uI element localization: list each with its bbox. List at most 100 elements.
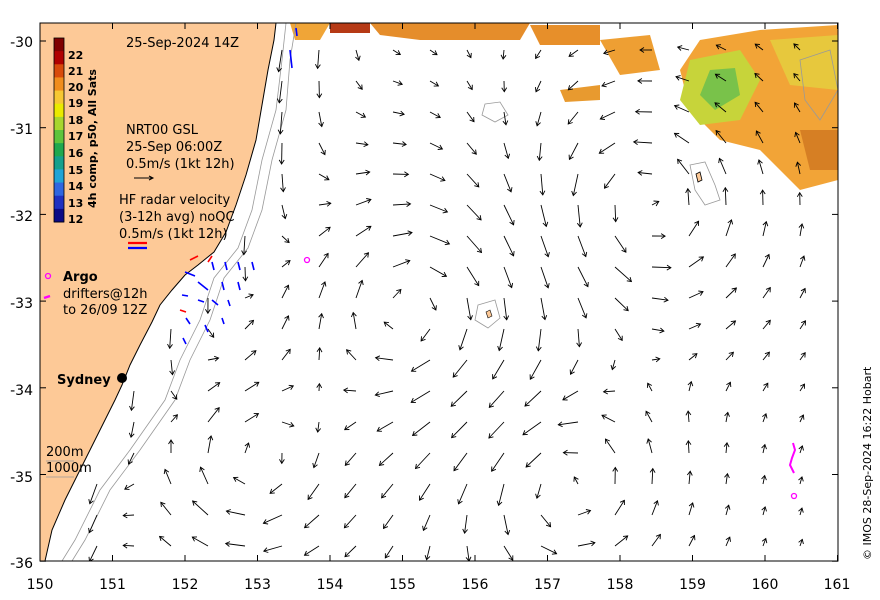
current-arrowhead	[167, 343, 173, 350]
current-arrow	[688, 381, 692, 392]
current-arrowhead	[663, 296, 669, 303]
argo-float-marker	[303, 256, 311, 264]
current-arrow	[318, 202, 331, 206]
current-arrow	[754, 43, 764, 51]
current-arrowhead	[598, 148, 605, 154]
current-arrow	[614, 297, 629, 312]
current-arrow	[577, 510, 591, 516]
current-arrow	[525, 452, 542, 468]
current-arrow	[762, 320, 771, 330]
current-arrow	[503, 173, 512, 193]
current-arrow	[278, 49, 283, 72]
current-arrow	[614, 328, 623, 341]
current-arrow	[603, 49, 616, 54]
current-arrow	[128, 452, 135, 465]
current-arrow	[601, 80, 616, 87]
current-arrowhead	[269, 488, 275, 494]
current-arrowhead	[401, 141, 407, 147]
current-arrow	[459, 328, 468, 350]
current-arrow	[799, 320, 806, 330]
current-arrowhead	[509, 220, 515, 226]
current-arrowhead	[422, 525, 428, 532]
lon-tick: 150	[27, 577, 54, 593]
current-arrow	[429, 204, 448, 213]
current-arrowhead	[122, 542, 128, 549]
current-arrow	[429, 235, 450, 245]
current-arrowhead	[762, 413, 768, 419]
current-arrow	[466, 173, 480, 188]
current-arrow	[799, 414, 804, 423]
current-arrowhead	[366, 198, 372, 204]
current-arrowhead	[315, 63, 321, 70]
current-arrow	[244, 319, 254, 330]
current-arrow	[651, 468, 654, 485]
hf-legend-scale: 0.5m/s (1kt 12h)	[119, 227, 228, 242]
current-arrow	[355, 142, 368, 146]
current-arrow	[281, 315, 289, 330]
current-arrowhead	[280, 187, 286, 193]
current-arrowhead	[289, 422, 295, 428]
current-arrowhead	[576, 222, 583, 228]
current-arrowhead	[764, 253, 770, 260]
colorbar: 22 21 20 19 18 17 16 15 14 13 12 4h comp…	[53, 37, 99, 226]
current-arrow	[762, 254, 770, 268]
current-arrowhead	[420, 336, 426, 342]
current-arrowhead	[726, 381, 732, 388]
current-arrowhead	[497, 345, 503, 352]
lord-howe-island	[695, 171, 703, 183]
current-arrow	[725, 505, 730, 516]
current-arrow	[725, 253, 736, 268]
current-arrowhead	[685, 187, 691, 194]
current-arrowhead	[544, 251, 550, 258]
current-arrow	[344, 421, 357, 431]
current-arrow	[677, 159, 690, 175]
sydney-marker	[117, 373, 127, 383]
lon-tick: 154	[317, 577, 344, 593]
current-arrowhead	[722, 186, 729, 193]
current-arrowhead	[569, 369, 575, 375]
current-arrow	[429, 80, 439, 87]
current-arrowhead	[524, 401, 530, 407]
current-arrowhead	[209, 332, 215, 339]
current-arrowhead	[350, 311, 357, 318]
current-arrow	[725, 320, 736, 330]
current-arrowhead	[544, 283, 550, 289]
current-arrowhead	[358, 279, 364, 286]
current-arrow	[458, 483, 468, 505]
current-arrowhead	[571, 190, 577, 197]
current-arrow	[651, 358, 660, 361]
lon-tick: 158	[607, 577, 634, 593]
lat-tick: -36	[10, 556, 33, 572]
current-arrowhead	[160, 501, 166, 508]
current-arrow	[638, 172, 653, 175]
current-arrow	[159, 536, 172, 547]
current-arrowhead	[504, 153, 511, 160]
current-arrowhead	[254, 381, 260, 387]
current-arrow	[419, 483, 431, 501]
current-arrow	[715, 73, 727, 82]
current-arrow	[540, 514, 551, 527]
hf-legend-line2: (3-12h avg) noQC	[119, 210, 235, 225]
current-arrow	[164, 469, 172, 485]
current-arrowhead	[191, 536, 198, 542]
current-arrow	[688, 323, 701, 330]
colorbar-segment	[54, 51, 64, 65]
current-arrowhead	[731, 287, 738, 293]
current-arrowhead	[316, 347, 323, 353]
current-arrowhead	[567, 119, 573, 125]
current-arrowhead	[406, 201, 412, 207]
current-arrowhead	[466, 52, 472, 59]
current-arrowhead	[535, 121, 541, 127]
current-arrow	[540, 266, 549, 288]
current-arrowhead	[199, 466, 205, 472]
current-arrow	[383, 321, 394, 330]
current-arrowhead	[191, 500, 198, 506]
current-arrowhead	[605, 438, 610, 444]
current-arrow	[503, 266, 513, 288]
current-arrowhead	[542, 221, 549, 228]
current-arrow	[244, 381, 260, 392]
current-arrow	[600, 111, 616, 120]
current-arrowhead	[276, 67, 282, 73]
current-arrow	[392, 111, 405, 115]
current-arrow	[451, 421, 468, 439]
